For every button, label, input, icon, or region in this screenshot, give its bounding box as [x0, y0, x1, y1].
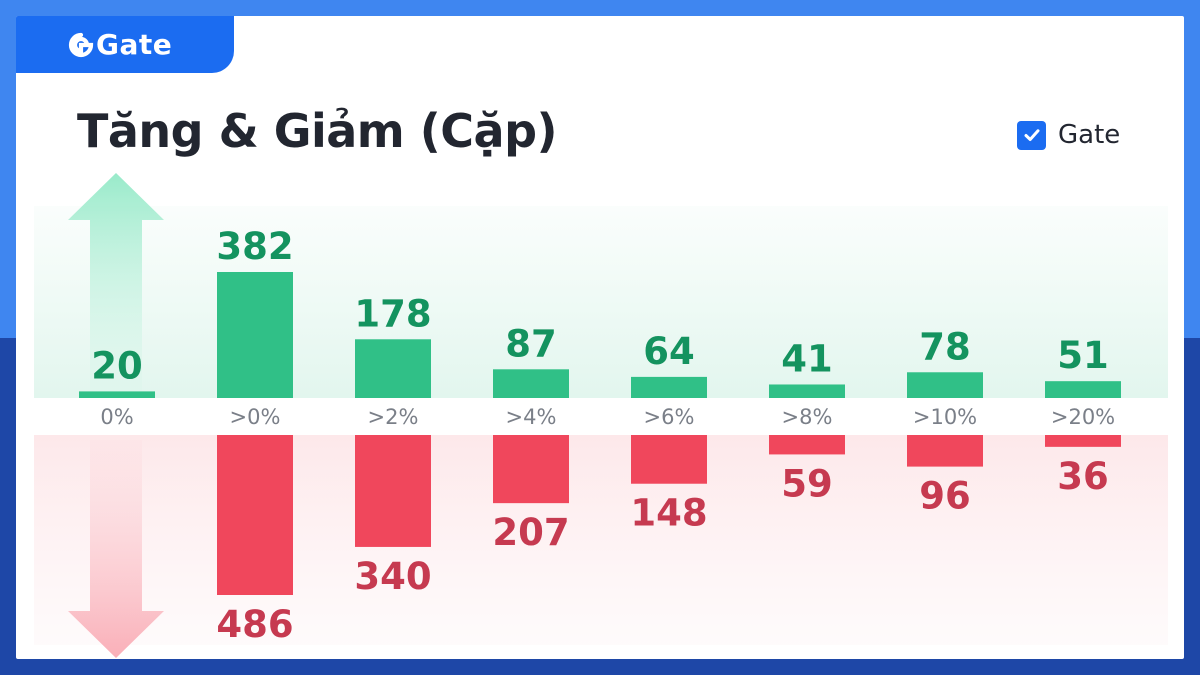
chart-title: Tăng & Giảm (Cặp) [77, 104, 558, 158]
data-label-down: 36 [1057, 455, 1109, 498]
x-tick-label: >20% [1051, 405, 1115, 429]
bar-down [907, 435, 983, 467]
legend-label: Gate [1058, 120, 1121, 150]
bar-down [1045, 435, 1121, 447]
data-label-up: 178 [354, 292, 431, 335]
data-label-down: 96 [919, 475, 971, 518]
data-label-up: 51 [1057, 334, 1109, 377]
bar-up [355, 339, 431, 398]
x-tick-label: >6% [644, 405, 695, 429]
data-label-down: 340 [354, 555, 431, 598]
x-tick-label: >2% [368, 405, 419, 429]
data-label-up: 64 [643, 330, 695, 373]
data-label-up: 78 [919, 325, 971, 368]
arrow-down-icon [68, 440, 164, 658]
data-label-down: 207 [492, 511, 569, 554]
bar-chart: 20 382 178 87 64 41 78 51 486 340 207 148 59 96 36 0%… [34, 173, 1168, 658]
x-tick-label: 0% [100, 405, 133, 429]
bar-up [631, 376, 707, 398]
brand-tab: Gate [16, 16, 234, 73]
up-zone [34, 206, 1168, 398]
bar-down [493, 435, 569, 504]
x-tick-label: >0% [230, 405, 281, 429]
down-zone [34, 435, 1168, 645]
bar-up [217, 272, 293, 398]
data-label-down: 148 [630, 492, 707, 535]
arrow-up-icon [68, 173, 164, 391]
bar-up [1045, 381, 1121, 398]
data-label-up: 382 [216, 225, 293, 268]
bar-up [907, 372, 983, 398]
brand-logo-text: Gate [96, 28, 173, 61]
check-icon[interactable] [1017, 120, 1046, 150]
bar-down [217, 435, 293, 595]
data-label-down: 59 [781, 462, 833, 505]
bar-down [355, 435, 431, 547]
gate-logo-icon [68, 32, 94, 57]
bar-up [769, 384, 845, 398]
x-tick-label: >10% [913, 405, 977, 429]
data-label-down: 486 [216, 603, 293, 646]
x-tick-label: >4% [506, 405, 557, 429]
x-tick-label: >8% [782, 405, 833, 429]
data-label-up: 20 [91, 344, 143, 387]
bar-down [631, 435, 707, 484]
bar-up [493, 369, 569, 398]
chart-card: Gate Tăng & Giảm (Cặp) Gate [16, 16, 1184, 659]
legend-toggle[interactable]: Gate [1017, 120, 1120, 150]
bar-down [769, 435, 845, 455]
data-label-up: 87 [505, 322, 557, 365]
bar-up [79, 391, 155, 398]
data-label-up: 41 [781, 337, 833, 380]
